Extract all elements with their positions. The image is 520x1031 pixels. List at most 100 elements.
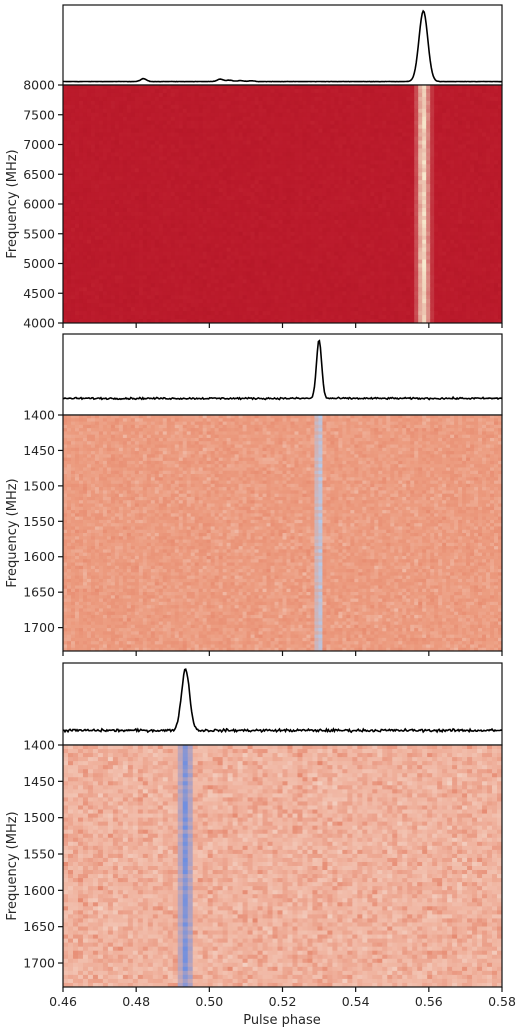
heatmap-cell xyxy=(90,259,96,265)
heatmap-cell xyxy=(410,168,415,173)
heatmap-cell xyxy=(482,211,487,217)
heatmap-cell xyxy=(166,100,172,106)
heatmap-cell xyxy=(474,156,479,161)
heatmap-cell xyxy=(206,219,212,225)
heatmap-cell xyxy=(406,85,411,90)
heatmap-cell xyxy=(82,136,88,142)
heatmap-cell xyxy=(366,128,371,134)
heatmap-cell xyxy=(210,112,216,118)
heatmap-cell xyxy=(198,219,204,225)
heatmap-cell xyxy=(282,168,288,173)
heatmap-cell xyxy=(118,168,124,173)
heatmap-cell xyxy=(202,263,208,269)
heatmap-cell xyxy=(154,263,160,269)
heatmap-cell xyxy=(486,247,491,253)
heatmap-cell xyxy=(238,160,244,165)
heatmap-cell xyxy=(442,180,447,185)
heatmap-cell xyxy=(382,116,387,122)
heatmap-cell xyxy=(494,204,499,209)
heatmap-cell xyxy=(326,180,331,185)
heatmap-cell xyxy=(350,156,355,161)
heatmap-cell xyxy=(158,243,164,249)
heatmap-cell xyxy=(410,207,415,213)
heatmap-cell xyxy=(250,120,256,126)
heatmap-cell xyxy=(426,96,431,102)
heatmap-cell xyxy=(414,148,419,154)
heatmap-cell xyxy=(346,184,351,189)
heatmap-cell xyxy=(482,88,487,94)
heatmap-cell xyxy=(154,100,160,106)
heatmap-cell xyxy=(162,227,168,233)
heatmap-cell xyxy=(466,112,471,118)
heatmap-cell xyxy=(382,112,387,118)
heatmap-cell xyxy=(182,243,188,249)
heatmap-cell xyxy=(322,104,327,110)
heatmap-cell xyxy=(318,172,324,177)
heatmap-cell xyxy=(82,168,88,173)
heatmap-cell xyxy=(170,85,176,90)
heatmap-cell xyxy=(454,128,459,134)
heatmap-cell xyxy=(278,100,284,106)
heatmap-cell xyxy=(186,215,192,221)
heatmap-cell xyxy=(354,196,359,201)
heatmap-cell xyxy=(270,200,276,205)
heatmap-cell xyxy=(494,200,499,205)
heatmap-cell xyxy=(302,96,308,102)
heatmap-cell xyxy=(482,239,487,245)
heatmap-cell xyxy=(406,124,411,130)
heatmap-cell xyxy=(190,211,196,217)
heatmap-cell xyxy=(486,196,491,201)
heatmap-cell xyxy=(130,152,136,157)
heatmap-cell xyxy=(466,96,471,102)
heatmap-cell xyxy=(222,100,228,106)
heatmap-cell xyxy=(162,188,168,193)
heatmap-cell xyxy=(266,152,272,157)
heatmap-cell xyxy=(66,192,72,197)
heatmap-cell xyxy=(290,104,296,110)
heatmap-cell xyxy=(406,148,411,154)
heatmap-cell xyxy=(318,235,324,241)
heatmap-cell xyxy=(270,108,276,114)
heatmap-cell xyxy=(274,120,280,126)
heatmap-cell xyxy=(454,92,459,98)
heatmap-cell xyxy=(438,172,443,177)
heatmap-cell xyxy=(394,239,399,245)
heatmap-cell xyxy=(274,96,280,102)
heatmap-cell xyxy=(182,140,188,146)
heatmap-cell xyxy=(186,132,192,138)
heatmap-cell xyxy=(238,200,244,205)
heatmap-cell xyxy=(258,128,264,134)
heatmap-cell xyxy=(494,168,499,173)
heatmap-cell xyxy=(86,124,92,130)
heatmap-cell xyxy=(290,247,296,253)
heatmap-cell xyxy=(402,215,407,221)
heatmap-cell xyxy=(434,100,439,106)
heatmap-cell xyxy=(318,223,324,229)
heatmap-cell xyxy=(434,88,439,94)
heatmap-cell xyxy=(326,215,331,221)
heatmap-cell xyxy=(122,116,128,122)
heatmap-cell xyxy=(214,124,220,130)
heatmap-cell xyxy=(494,180,499,185)
heatmap-cell xyxy=(198,231,204,237)
heatmap-cell xyxy=(290,96,296,102)
heatmap-cell xyxy=(406,196,411,201)
heatmap-cell xyxy=(338,211,343,217)
heatmap-cell xyxy=(266,140,272,146)
heatmap-cell xyxy=(178,148,184,154)
heatmap-cell xyxy=(174,200,180,205)
heatmap-cell xyxy=(278,223,284,229)
heatmap-cell xyxy=(378,132,383,138)
heatmap-cell xyxy=(274,140,280,146)
heatmap-cell xyxy=(114,211,120,217)
heatmap-cell xyxy=(94,255,100,261)
heatmap-cell xyxy=(462,204,467,209)
heatmap-cell xyxy=(330,176,335,181)
heatmap-cell xyxy=(390,124,395,130)
heatmap-cell xyxy=(314,207,320,213)
heatmap-cell xyxy=(346,128,351,134)
heatmap-cell xyxy=(290,136,296,142)
heatmap-cell xyxy=(202,156,208,161)
heatmap-cell xyxy=(498,140,502,146)
heatmap-cell xyxy=(462,144,467,150)
